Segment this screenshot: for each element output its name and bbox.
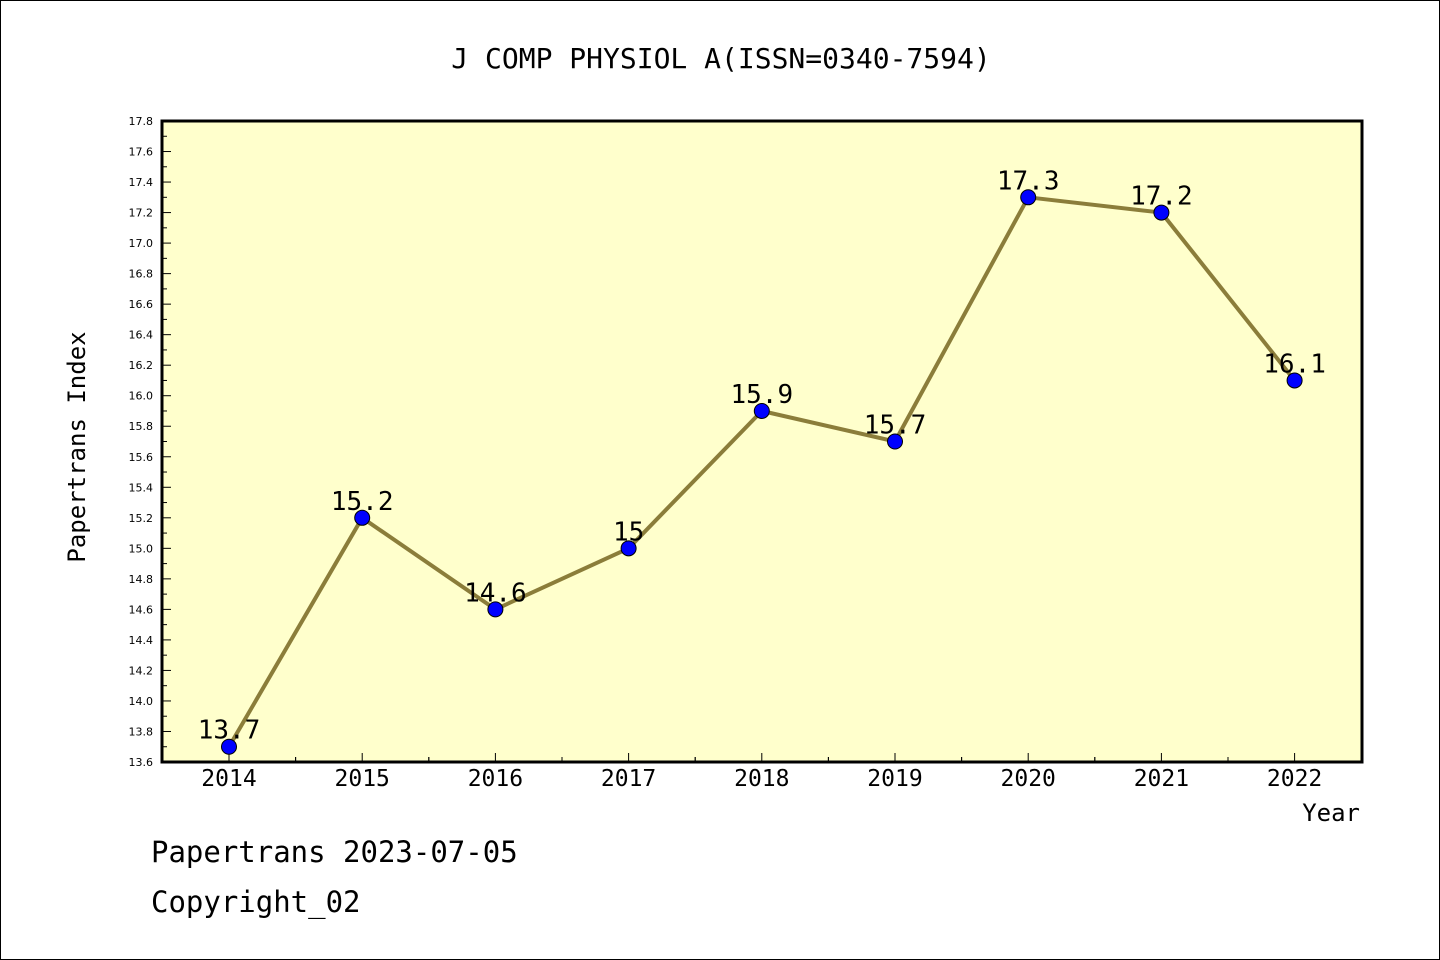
y-axis: 13.6 13.8 14.0 14.2 14.4 14.6 14.8 15.0 15.2 15.4… <box>129 115 171 769</box>
y-tick-label: 14.6 <box>129 603 154 616</box>
data-point <box>887 433 903 450</box>
x-tick-label: 2015 <box>335 766 390 792</box>
x-tick-label: 2021 <box>1134 766 1189 792</box>
y-tick-label: 17.4 <box>129 176 154 189</box>
y-tick-label: 15.0 <box>129 542 154 555</box>
data-label: 15.2 <box>331 487 394 517</box>
data-point <box>487 601 504 618</box>
y-tick-label: 15.8 <box>129 420 154 433</box>
y-tick-label: 16.2 <box>129 359 154 372</box>
y-tick-label: 14.2 <box>129 664 154 677</box>
y-tick-label: 15.4 <box>129 481 154 494</box>
x-tick-label: 2017 <box>601 766 656 792</box>
x-axis: 2014 2015 2016 2017 2018 2019 2020 2021 2022 <box>161 753 1362 792</box>
y-tick-label: 14.8 <box>129 573 154 586</box>
x-axis-label: Year <box>1302 799 1360 827</box>
y-tick-label: 13.8 <box>129 725 154 738</box>
plot-area <box>160 119 1364 764</box>
data-label: 16.1 <box>1263 349 1326 379</box>
y-tick-label: 17.2 <box>129 207 154 220</box>
data-label: 17.2 <box>1130 182 1193 212</box>
data-label: 13.7 <box>198 716 261 746</box>
data-labels: 13.7 15.2 14.6 15 15.9 15.7 17.3 17.2 16.1 <box>198 166 1326 745</box>
data-point <box>1020 189 1037 206</box>
y-tick-label: 17.6 <box>129 146 154 159</box>
data-point <box>753 402 770 419</box>
y-tick-label: 17.8 <box>129 115 154 128</box>
y-tick-label: 14.0 <box>129 695 154 708</box>
y-tick-label: 15.6 <box>129 451 154 464</box>
data-point <box>620 540 637 557</box>
data-points <box>221 189 1303 755</box>
y-axis-label: Papertrans Index <box>63 331 91 562</box>
data-point <box>1286 372 1303 389</box>
y-tick-label: 13.6 <box>129 756 154 769</box>
x-tick-label: 2022 <box>1267 766 1322 792</box>
data-label: 17.3 <box>997 166 1060 196</box>
data-point <box>221 738 237 755</box>
chart-title: J COMP PHYSIOL A(ISSN=0340-7594) <box>451 42 990 75</box>
data-label: 14.6 <box>464 578 527 608</box>
x-tick-label: 2019 <box>867 766 922 792</box>
y-tick-label: 16.8 <box>129 268 154 281</box>
x-tick-label: 2016 <box>468 766 523 792</box>
data-label: 15 <box>613 517 644 547</box>
footer-copyright: Copyright_02 <box>151 885 361 919</box>
y-tick-label: 14.4 <box>129 634 154 647</box>
data-point <box>354 509 371 526</box>
data-point <box>1153 204 1170 221</box>
x-tick-label: 2018 <box>734 766 789 792</box>
y-tick-label: 16.6 <box>129 298 154 311</box>
y-tick-label: 16.0 <box>129 390 154 403</box>
y-tick-label: 17.0 <box>129 237 154 250</box>
y-tick-label: 15.2 <box>129 512 154 525</box>
x-tick-label: 2020 <box>1001 766 1056 792</box>
x-tick-label: 2014 <box>201 766 256 792</box>
data-label: 15.9 <box>730 380 793 410</box>
data-label: 15.7 <box>864 411 927 441</box>
y-tick-label: 16.4 <box>129 329 154 342</box>
footer-date-line: Papertrans 2023-07-05 <box>151 835 518 869</box>
